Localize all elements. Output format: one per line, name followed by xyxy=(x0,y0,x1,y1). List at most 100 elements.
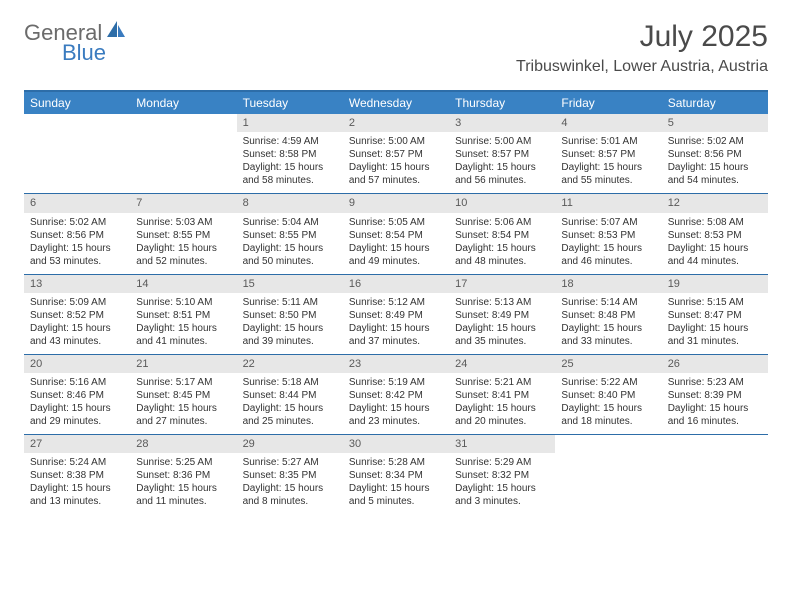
calendar-week: 20Sunrise: 5:16 AMSunset: 8:46 PMDayligh… xyxy=(24,354,768,434)
sunrise-line: Sunrise: 5:01 AM xyxy=(561,135,655,148)
sunrise-line: Sunrise: 5:03 AM xyxy=(136,216,230,229)
logo-text-blue: Blue xyxy=(62,40,106,66)
logo: General Blue xyxy=(24,20,127,66)
daylight-line: Daylight: 15 hours and 3 minutes. xyxy=(455,482,549,508)
sunrise-line: Sunrise: 5:28 AM xyxy=(349,456,443,469)
cell-body: Sunrise: 5:01 AMSunset: 8:57 PMDaylight:… xyxy=(555,132,661,193)
title-block: July 2025 Tribuswinkel, Lower Austria, A… xyxy=(516,20,768,76)
calendar-cell: 22Sunrise: 5:18 AMSunset: 8:44 PMDayligh… xyxy=(237,355,343,434)
daylight-line: Daylight: 15 hours and 37 minutes. xyxy=(349,322,443,348)
daylight-line: Daylight: 15 hours and 57 minutes. xyxy=(349,161,443,187)
page-title: July 2025 xyxy=(516,20,768,54)
sunrise-line: Sunrise: 4:59 AM xyxy=(243,135,337,148)
sunrise-line: Sunrise: 5:13 AM xyxy=(455,296,549,309)
calendar-cell: 3Sunrise: 5:00 AMSunset: 8:57 PMDaylight… xyxy=(449,114,555,193)
calendar-cell: 20Sunrise: 5:16 AMSunset: 8:46 PMDayligh… xyxy=(24,355,130,434)
calendar-cell: 1Sunrise: 4:59 AMSunset: 8:58 PMDaylight… xyxy=(237,114,343,193)
calendar-cell xyxy=(24,114,130,193)
daylight-line: Daylight: 15 hours and 5 minutes. xyxy=(349,482,443,508)
day-number: 1 xyxy=(237,114,343,132)
daylight-line: Daylight: 15 hours and 55 minutes. xyxy=(561,161,655,187)
calendar: SundayMondayTuesdayWednesdayThursdayFrid… xyxy=(24,90,768,514)
calendar-cell: 5Sunrise: 5:02 AMSunset: 8:56 PMDaylight… xyxy=(662,114,768,193)
calendar-cell: 9Sunrise: 5:05 AMSunset: 8:54 PMDaylight… xyxy=(343,194,449,273)
sunset-line: Sunset: 8:53 PM xyxy=(561,229,655,242)
daylight-line: Daylight: 15 hours and 27 minutes. xyxy=(136,402,230,428)
sunrise-line: Sunrise: 5:05 AM xyxy=(349,216,443,229)
day-number: 7 xyxy=(130,194,236,212)
daylight-line: Daylight: 15 hours and 54 minutes. xyxy=(668,161,762,187)
calendar-cell: 18Sunrise: 5:14 AMSunset: 8:48 PMDayligh… xyxy=(555,275,661,354)
day-header: Wednesday xyxy=(343,92,449,114)
sunrise-line: Sunrise: 5:00 AM xyxy=(349,135,443,148)
calendar-cell: 28Sunrise: 5:25 AMSunset: 8:36 PMDayligh… xyxy=(130,435,236,514)
cell-body: Sunrise: 5:12 AMSunset: 8:49 PMDaylight:… xyxy=(343,293,449,354)
cell-body: Sunrise: 5:08 AMSunset: 8:53 PMDaylight:… xyxy=(662,213,768,274)
sunset-line: Sunset: 8:56 PM xyxy=(668,148,762,161)
cell-body: Sunrise: 5:25 AMSunset: 8:36 PMDaylight:… xyxy=(130,453,236,514)
daylight-line: Daylight: 15 hours and 29 minutes. xyxy=(30,402,124,428)
day-number: 30 xyxy=(343,435,449,453)
sunset-line: Sunset: 8:41 PM xyxy=(455,389,549,402)
cell-body: Sunrise: 5:16 AMSunset: 8:46 PMDaylight:… xyxy=(24,373,130,434)
sunrise-line: Sunrise: 5:12 AM xyxy=(349,296,443,309)
sunset-line: Sunset: 8:34 PM xyxy=(349,469,443,482)
day-number: 11 xyxy=(555,194,661,212)
cell-body: Sunrise: 5:14 AMSunset: 8:48 PMDaylight:… xyxy=(555,293,661,354)
sunset-line: Sunset: 8:54 PM xyxy=(349,229,443,242)
day-number: 14 xyxy=(130,275,236,293)
day-number: 17 xyxy=(449,275,555,293)
sunset-line: Sunset: 8:40 PM xyxy=(561,389,655,402)
sunset-line: Sunset: 8:53 PM xyxy=(668,229,762,242)
day-number: 22 xyxy=(237,355,343,373)
calendar-cell: 24Sunrise: 5:21 AMSunset: 8:41 PMDayligh… xyxy=(449,355,555,434)
calendar-cell: 4Sunrise: 5:01 AMSunset: 8:57 PMDaylight… xyxy=(555,114,661,193)
day-number xyxy=(130,114,236,132)
daylight-line: Daylight: 15 hours and 18 minutes. xyxy=(561,402,655,428)
calendar-cell: 26Sunrise: 5:23 AMSunset: 8:39 PMDayligh… xyxy=(662,355,768,434)
cell-body: Sunrise: 5:15 AMSunset: 8:47 PMDaylight:… xyxy=(662,293,768,354)
sunset-line: Sunset: 8:49 PM xyxy=(455,309,549,322)
sunrise-line: Sunrise: 5:08 AM xyxy=(668,216,762,229)
daylight-line: Daylight: 15 hours and 16 minutes. xyxy=(668,402,762,428)
calendar-cell: 19Sunrise: 5:15 AMSunset: 8:47 PMDayligh… xyxy=(662,275,768,354)
daylight-line: Daylight: 15 hours and 20 minutes. xyxy=(455,402,549,428)
day-header: Saturday xyxy=(662,92,768,114)
sunrise-line: Sunrise: 5:19 AM xyxy=(349,376,443,389)
sunrise-line: Sunrise: 5:24 AM xyxy=(30,456,124,469)
sunset-line: Sunset: 8:45 PM xyxy=(136,389,230,402)
sunrise-line: Sunrise: 5:07 AM xyxy=(561,216,655,229)
day-number: 25 xyxy=(555,355,661,373)
cell-body: Sunrise: 5:06 AMSunset: 8:54 PMDaylight:… xyxy=(449,213,555,274)
day-number: 23 xyxy=(343,355,449,373)
sunrise-line: Sunrise: 5:14 AM xyxy=(561,296,655,309)
day-number: 20 xyxy=(24,355,130,373)
cell-body: Sunrise: 5:04 AMSunset: 8:55 PMDaylight:… xyxy=(237,213,343,274)
sunset-line: Sunset: 8:42 PM xyxy=(349,389,443,402)
day-number: 28 xyxy=(130,435,236,453)
daylight-line: Daylight: 15 hours and 39 minutes. xyxy=(243,322,337,348)
calendar-week: 13Sunrise: 5:09 AMSunset: 8:52 PMDayligh… xyxy=(24,274,768,354)
day-number: 6 xyxy=(24,194,130,212)
day-number: 18 xyxy=(555,275,661,293)
sunrise-line: Sunrise: 5:27 AM xyxy=(243,456,337,469)
calendar-cell: 14Sunrise: 5:10 AMSunset: 8:51 PMDayligh… xyxy=(130,275,236,354)
day-number: 4 xyxy=(555,114,661,132)
sunset-line: Sunset: 8:35 PM xyxy=(243,469,337,482)
daylight-line: Daylight: 15 hours and 13 minutes. xyxy=(30,482,124,508)
day-number: 19 xyxy=(662,275,768,293)
daylight-line: Daylight: 15 hours and 56 minutes. xyxy=(455,161,549,187)
calendar-cell xyxy=(662,435,768,514)
sunset-line: Sunset: 8:48 PM xyxy=(561,309,655,322)
sunrise-line: Sunrise: 5:22 AM xyxy=(561,376,655,389)
daylight-line: Daylight: 15 hours and 44 minutes. xyxy=(668,242,762,268)
daylight-line: Daylight: 15 hours and 23 minutes. xyxy=(349,402,443,428)
daylight-line: Daylight: 15 hours and 33 minutes. xyxy=(561,322,655,348)
cell-body: Sunrise: 5:21 AMSunset: 8:41 PMDaylight:… xyxy=(449,373,555,434)
daylight-line: Daylight: 15 hours and 43 minutes. xyxy=(30,322,124,348)
sunset-line: Sunset: 8:44 PM xyxy=(243,389,337,402)
calendar-cell xyxy=(130,114,236,193)
day-number: 31 xyxy=(449,435,555,453)
sunset-line: Sunset: 8:51 PM xyxy=(136,309,230,322)
calendar-cell: 16Sunrise: 5:12 AMSunset: 8:49 PMDayligh… xyxy=(343,275,449,354)
